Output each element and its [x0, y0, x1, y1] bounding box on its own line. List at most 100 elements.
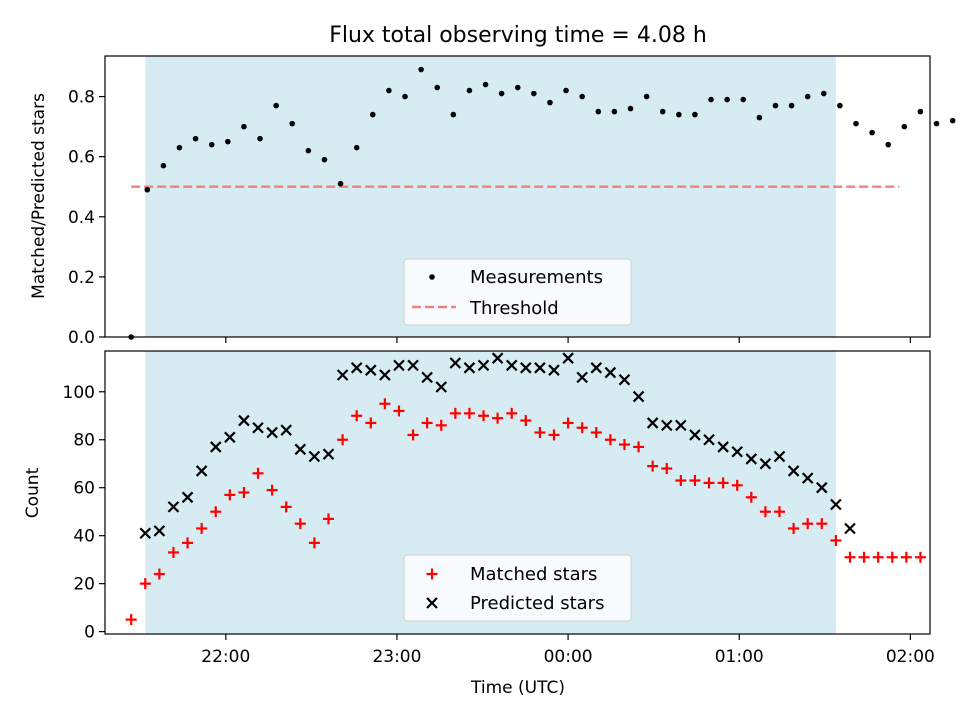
x-tick-label: 00:00 [544, 647, 593, 667]
measurement-point [579, 93, 585, 100]
predicted-star-point [393, 359, 405, 372]
measurement-point [772, 102, 779, 109]
predicted-star-point [181, 491, 194, 504]
matched-star-point [914, 551, 926, 563]
bottom-axes-frame [104, 350, 931, 635]
predicted-star-point [407, 359, 419, 372]
legend-predicted-label: Predicted stars [470, 593, 604, 614]
measurement-point [208, 141, 215, 148]
measurement-point [434, 84, 441, 91]
matched-star-point [604, 434, 616, 446]
measurement-point [820, 90, 827, 97]
bottom-legend-box [403, 554, 632, 622]
matched-star-point [449, 407, 461, 419]
matched-star-point [773, 506, 785, 518]
top-panel: 0.00.20.40.60.8 Matched/Predicted stars … [29, 55, 956, 348]
matched-star-point [633, 441, 645, 453]
predicted-star-point [238, 414, 250, 427]
matched-star-point [647, 460, 659, 472]
bottom-panel: 0 20 40 60 80 100 22:00 23:00 00:00 01:00 02:00 C… [23, 350, 935, 698]
measurement-point [369, 111, 376, 118]
measurement-point [353, 144, 360, 151]
bottom-legend: Matched stars Predicted stars [403, 554, 632, 622]
matched-star-point [548, 429, 560, 441]
predicted-star-point [195, 465, 208, 477]
matched-star-point [562, 417, 574, 429]
legend-measurements-marker [429, 274, 435, 280]
predicted-star-point [294, 443, 307, 456]
y-tick-label: 0.4 [68, 208, 95, 228]
matched-star-point [492, 412, 504, 424]
measurement-point [788, 102, 795, 109]
predicted-star-point [477, 359, 490, 372]
matched-star-point [125, 614, 137, 626]
predicted-star-point [463, 362, 476, 374]
measurement-point [450, 111, 457, 118]
legend-threshold-label: Threshold [469, 298, 559, 319]
matched-star-point [816, 518, 828, 530]
measurement-point [933, 120, 940, 127]
predicted-star-point [153, 525, 166, 537]
matched-star-point [506, 407, 518, 419]
matched-star-point [337, 434, 349, 446]
measurement-point [643, 93, 650, 100]
top-y-ticks: 0.0 0.2 0.4 0.6 0.8 [68, 88, 105, 348]
measurement-point [740, 96, 747, 103]
chart-title: Flux total observing time = 4.08 h [329, 23, 707, 48]
measurement-point [321, 156, 328, 163]
predicted-star-point [209, 441, 222, 453]
matched-star-point [351, 410, 363, 422]
y-tick-label: 80 [73, 431, 95, 451]
y-tick-label: 0.6 [68, 148, 95, 168]
measurement-point [289, 120, 296, 127]
x-tick-label: 01:00 [715, 647, 764, 667]
predicted-star-point [336, 369, 349, 381]
matched-star-point [689, 475, 701, 487]
predicted-star-point [505, 359, 518, 372]
y-tick-label: 0.2 [68, 268, 95, 288]
measurement-point [418, 66, 424, 73]
matched-star-point [153, 568, 165, 580]
predicted-star-point [520, 362, 532, 374]
legend-predicted-marker [426, 597, 438, 609]
measurement-point [466, 87, 473, 94]
measurement-point [869, 129, 875, 136]
predicted-star-point [703, 433, 715, 446]
measurement-point [273, 102, 279, 109]
matched-star-point [830, 534, 842, 546]
y-tick-label: 20 [73, 575, 95, 595]
matched-star-point [266, 484, 278, 496]
x-tick-label: 22:00 [201, 647, 250, 667]
measurement-point [676, 111, 682, 118]
y-tick-label: 0 [84, 623, 95, 643]
predicted-star-point [632, 390, 645, 403]
measurement-point [160, 162, 167, 169]
matched-star-point [308, 537, 320, 549]
matched-star-point [322, 513, 334, 525]
measurement-point [402, 93, 408, 100]
matched-star-point [590, 427, 602, 439]
legend-matched-marker [426, 568, 438, 580]
measurement-point [804, 93, 811, 100]
legend-matched-label: Matched stars [470, 564, 597, 585]
matched-star-point [534, 427, 546, 439]
measurement-point [337, 180, 344, 187]
predicted-star-point [717, 441, 729, 453]
x-tick-label: 23:00 [372, 647, 421, 667]
predicted-star-point [731, 445, 743, 458]
predicted-star-point [534, 362, 546, 374]
measurement-point [837, 102, 843, 109]
measurement-point [514, 84, 521, 91]
predicted-star-point [801, 472, 814, 484]
predicted-star-point [167, 501, 180, 513]
predicted-star-point [224, 431, 236, 444]
matched-star-point [210, 506, 222, 518]
matched-star-point [139, 578, 151, 590]
matched-star-point [759, 506, 771, 518]
top-x-ticks [225, 337, 911, 343]
predicted-star-point [675, 419, 687, 432]
matched-star-point [886, 551, 898, 563]
predicted-star-point [379, 369, 391, 381]
measurement-point [885, 141, 892, 148]
